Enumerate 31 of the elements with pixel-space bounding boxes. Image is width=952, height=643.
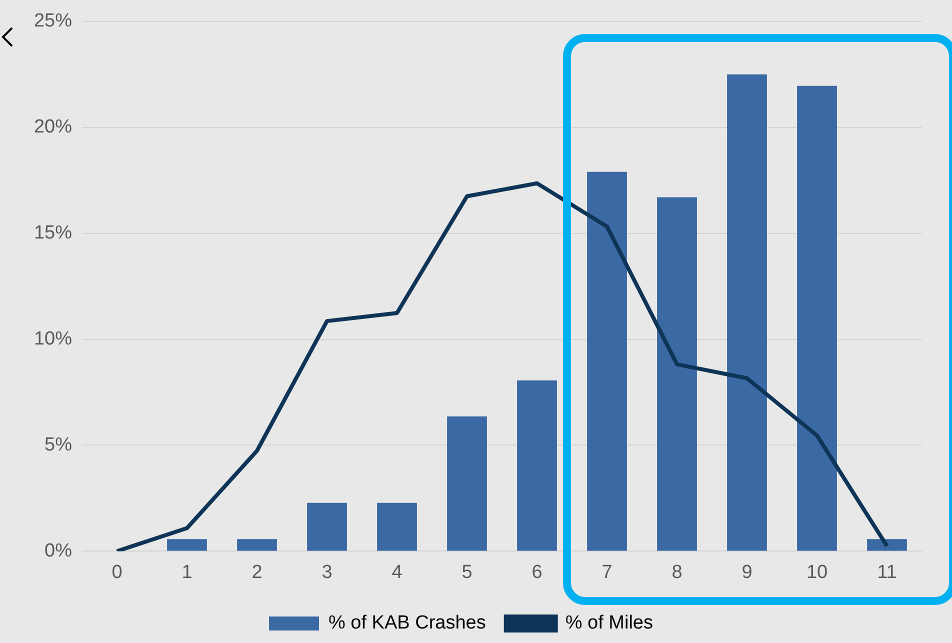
x-tick-label: 7 [602, 562, 612, 583]
x-tick-label: 5 [462, 562, 472, 583]
bar [237, 539, 277, 551]
bar [517, 380, 557, 551]
y-tick-label: 25% [34, 10, 72, 32]
x-tick-label: 4 [392, 562, 403, 583]
bar [867, 539, 907, 551]
x-tick-label: 1 [182, 562, 192, 583]
bar [307, 502, 347, 551]
bar [447, 416, 487, 551]
x-tick-label: 10 [806, 562, 828, 583]
y-tick-label: 10% [34, 328, 72, 350]
x-tick-label: 0 [112, 562, 122, 583]
y-tick-label: 0% [44, 540, 72, 562]
x-tick-label: 9 [742, 562, 752, 583]
bar [797, 86, 837, 551]
legend-label: % of Miles [565, 612, 653, 634]
x-tick-label: 2 [252, 562, 262, 583]
bar [587, 172, 627, 551]
x-tick-label: 6 [532, 562, 542, 583]
bar [167, 539, 207, 551]
x-tick-label: 8 [672, 562, 682, 583]
y-tick-label: 5% [44, 434, 72, 456]
bar [377, 502, 417, 551]
y-tick-label: 15% [34, 222, 72, 244]
bar [727, 74, 767, 551]
x-tick-label: 3 [322, 562, 332, 583]
x-tick-label: 11 [877, 562, 897, 583]
legend-label: % of KAB Crashes [328, 612, 486, 634]
y-tick-label: 20% [34, 116, 72, 138]
bar [657, 197, 697, 551]
